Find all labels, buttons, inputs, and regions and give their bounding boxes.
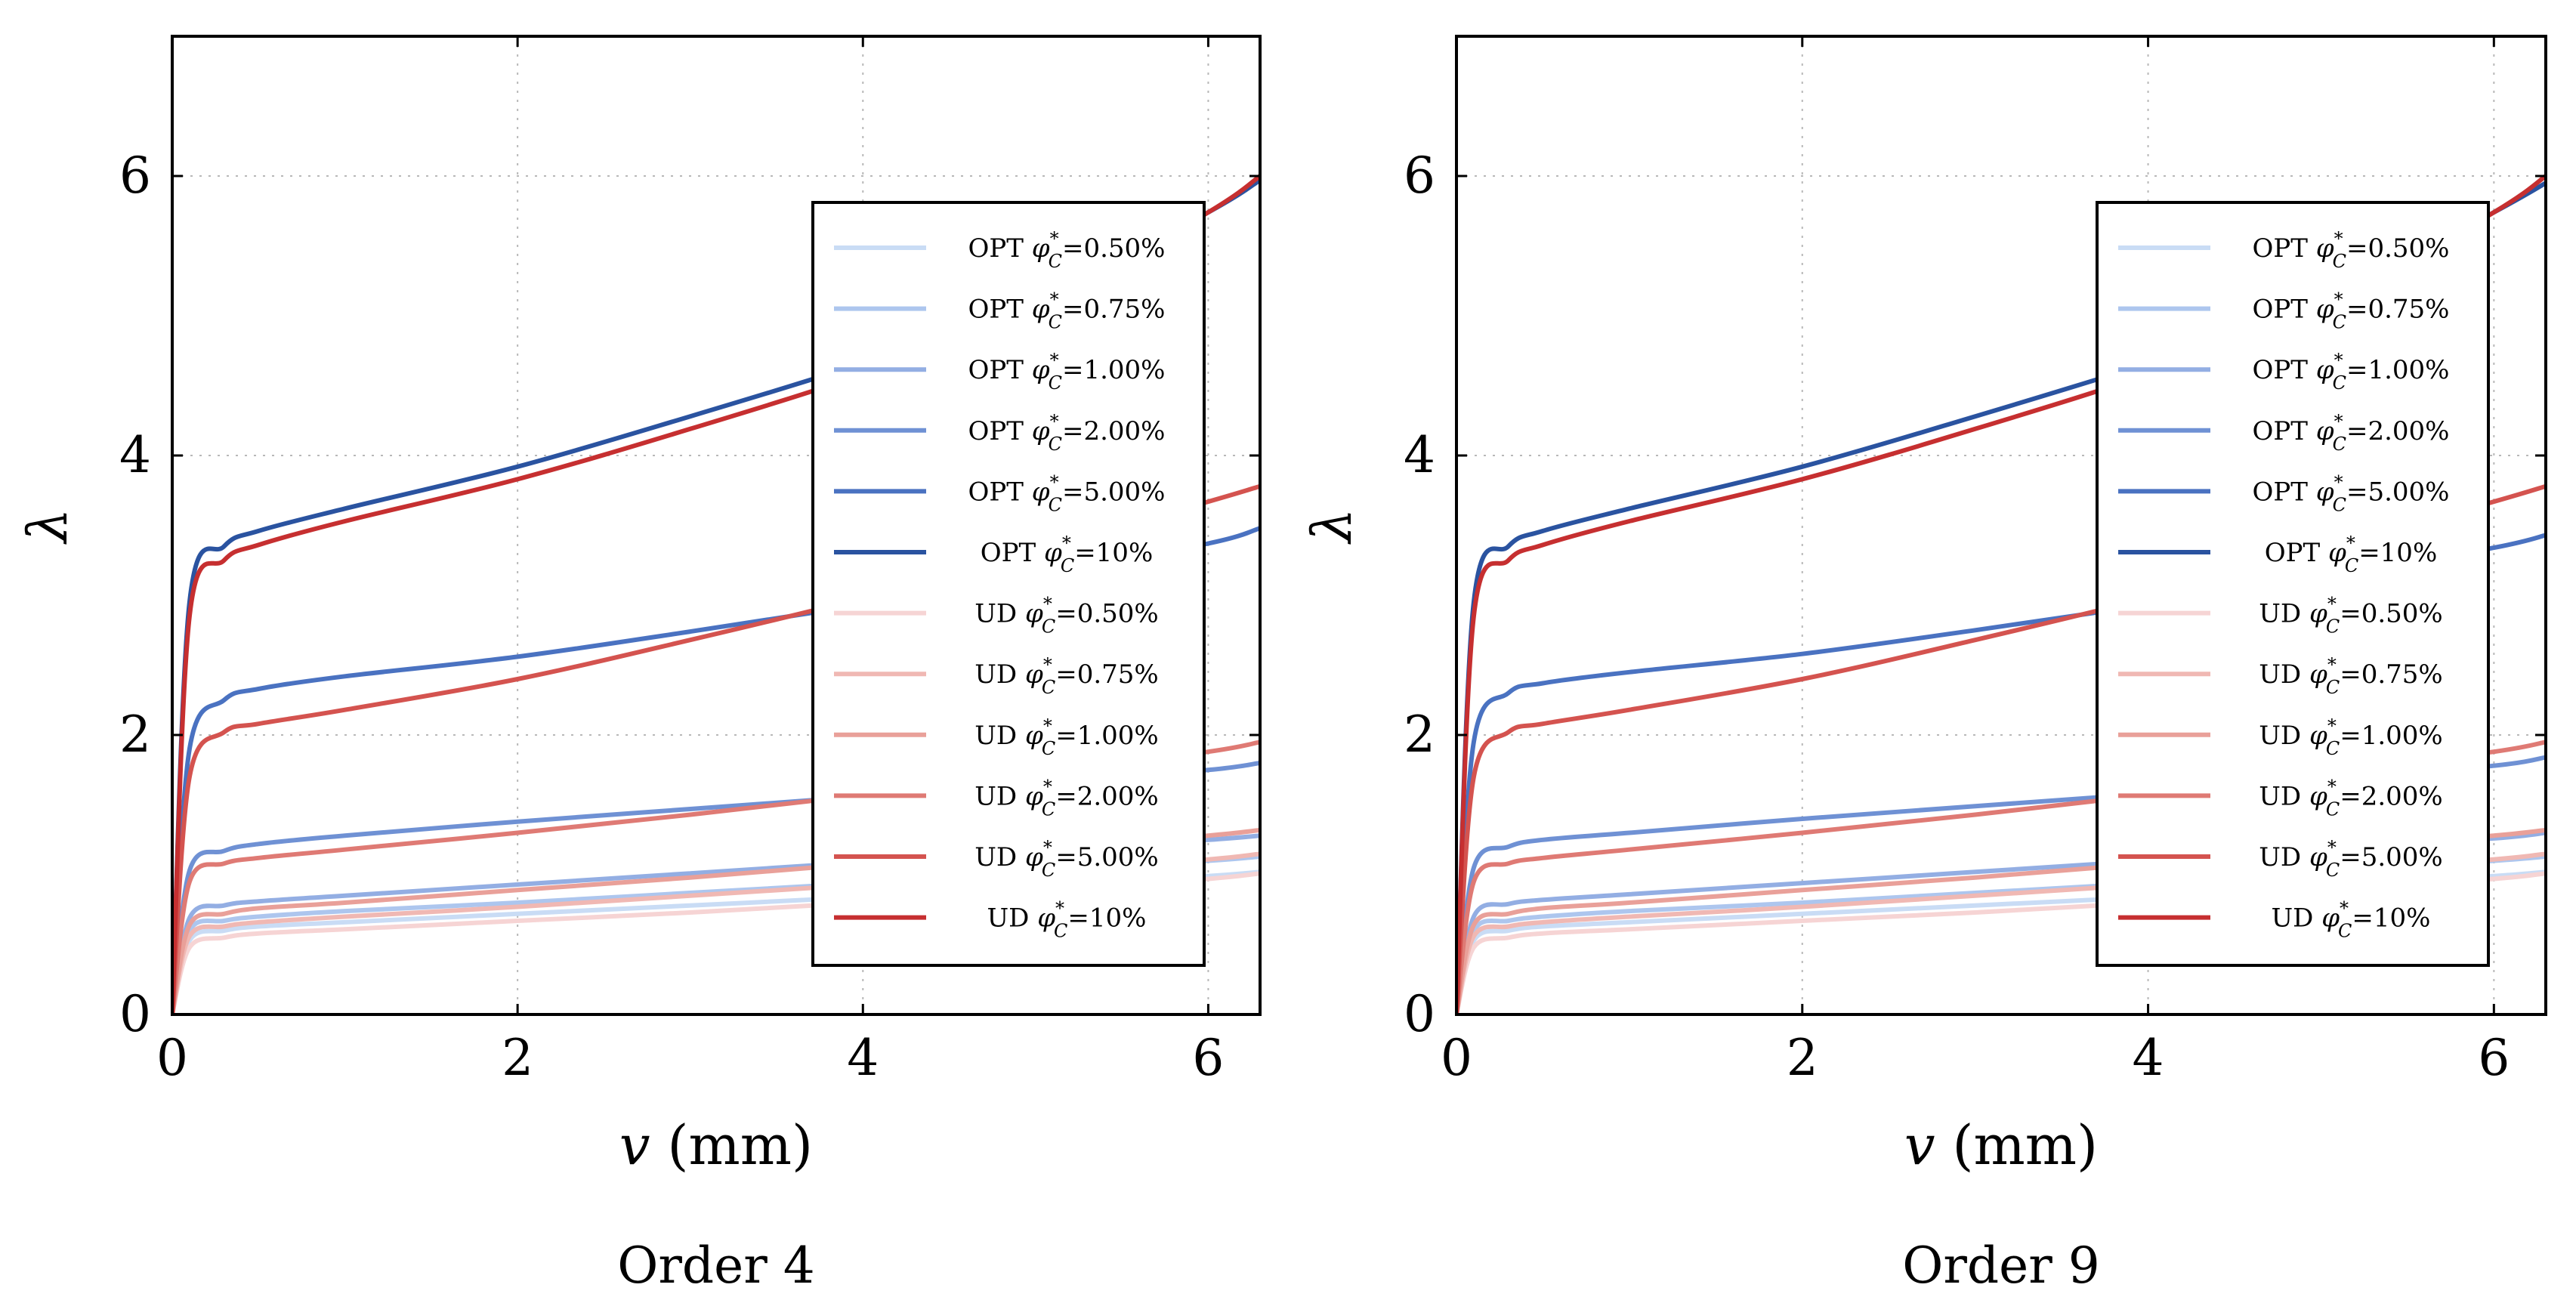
x-tick-label: 4 (847, 1029, 879, 1087)
legend-label: OPT φ* C=0.50% (968, 228, 1166, 272)
legend-label: OPT φ* C=5.00% (2253, 471, 2450, 515)
legend-label: UD φ* C=10% (987, 898, 1147, 942)
x-tick-label: 0 (156, 1029, 188, 1087)
panel-caption: Order 9 (1902, 1237, 2100, 1295)
legend: OPT φ* C=0.50% OPT φ* C=0.75% OPT φ* C=1.00% O… (811, 201, 1206, 967)
y-axis-label: λ (16, 508, 79, 545)
plot-frame (171, 35, 1262, 1016)
y-tick-label: 0 (119, 985, 151, 1043)
legend-label: UD φ* C=0.50% (2259, 594, 2442, 638)
legend-label: OPT φ* C=10% (2265, 533, 2438, 576)
legend-label: UD φ* C=5.00% (2259, 837, 2442, 881)
legend-label: OPT φ* C=0.50% (2253, 228, 2450, 272)
y-tick-label: 2 (119, 706, 151, 764)
y-tick-label: 6 (1404, 147, 1435, 205)
x-tick-label: 2 (1787, 1029, 1818, 1087)
y-axis-label: λ (1300, 508, 1364, 545)
legend-box (811, 201, 1206, 967)
x-axis-label: v (mm) (619, 1113, 813, 1177)
legend-label: OPT φ* C=0.75% (968, 289, 1166, 333)
legend-label: OPT φ* C=2.00% (2253, 411, 2450, 455)
y-tick-label: 4 (119, 426, 151, 484)
legend-label: UD φ* C=2.00% (2259, 776, 2442, 820)
legend-label: OPT φ* C=1.00% (968, 350, 1166, 394)
x-tick-label: 0 (1441, 1029, 1472, 1087)
y-tick-label: 0 (1404, 985, 1435, 1043)
legend-label: UD φ* C=2.00% (974, 776, 1158, 820)
y-tick-label: 6 (119, 147, 151, 205)
x-tick-label: 2 (502, 1029, 533, 1087)
x-tick-label: 4 (2133, 1029, 2164, 1087)
x-tick-label: 6 (1192, 1029, 1224, 1087)
x-axis-label: v (mm) (1904, 1113, 2098, 1177)
legend-label: UD φ* C=10% (2272, 898, 2431, 942)
legend-label: UD φ* C=1.00% (974, 715, 1158, 759)
legend-label: OPT φ* C=0.75% (2253, 289, 2450, 333)
legend-label: OPT φ* C=1.00% (2253, 350, 2450, 394)
x-tick-label: 6 (2478, 1029, 2510, 1087)
legend-label: UD φ* C=1.00% (2259, 715, 2442, 759)
legend-box (2096, 201, 2490, 967)
legend-label: OPT φ* C=2.00% (968, 411, 1166, 455)
legend-label: OPT φ* C=10% (981, 533, 1154, 576)
plot-frame (1455, 35, 2547, 1016)
y-tick-label: 2 (1404, 706, 1435, 764)
legend-label: UD φ* C=0.50% (974, 594, 1158, 638)
legend-label: UD φ* C=0.75% (2259, 654, 2442, 698)
legend-label: OPT φ* C=5.00% (968, 471, 1166, 515)
y-tick-label: 4 (1404, 426, 1435, 484)
legend-label: UD φ* C=0.75% (974, 654, 1158, 698)
panel-caption: Order 4 (617, 1237, 815, 1295)
legend: OPT φ* C=0.50% OPT φ* C=0.75% OPT φ* C=1.00% O… (2096, 201, 2490, 967)
legend-label: UD φ* C=5.00% (974, 837, 1158, 881)
